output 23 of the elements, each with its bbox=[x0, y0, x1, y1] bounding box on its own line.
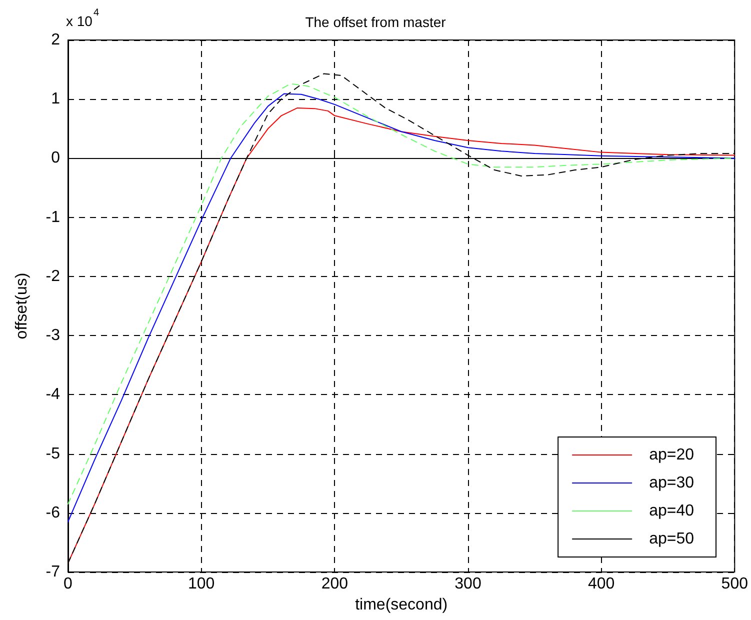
y-tick-label: -6 bbox=[46, 504, 60, 522]
x-tick-label: 200 bbox=[321, 576, 348, 592]
x-tick-label: 0 bbox=[64, 576, 73, 592]
x-tick-label: 300 bbox=[454, 576, 482, 592]
y-axis-title: offset(us) bbox=[14, 272, 30, 340]
x-tick-label: 500 bbox=[721, 576, 748, 592]
x-tick-label: 100 bbox=[188, 576, 215, 592]
legend-label: ap=30 bbox=[649, 474, 694, 492]
x-axis-title: time(second) bbox=[355, 596, 448, 614]
y-tick-label: -2 bbox=[46, 268, 60, 285]
chart-title: The offset from master bbox=[305, 14, 446, 30]
y-tick-label: -1 bbox=[46, 208, 60, 226]
x-tick-label: 400 bbox=[588, 576, 615, 592]
y-tick-label: 1 bbox=[51, 90, 60, 108]
y-tick-label: 0 bbox=[51, 150, 60, 167]
y-tick-label: -7 bbox=[46, 564, 60, 580]
legend-label: ap=50 bbox=[649, 530, 694, 548]
y-tick-label: -5 bbox=[46, 445, 60, 462]
y-tick-label: -3 bbox=[46, 327, 60, 344]
y-tick-label: 2 bbox=[51, 32, 60, 48]
y-tick-label: -4 bbox=[46, 386, 60, 404]
legend-label: ap=20 bbox=[649, 446, 694, 464]
legend-label: ap=40 bbox=[649, 502, 694, 520]
